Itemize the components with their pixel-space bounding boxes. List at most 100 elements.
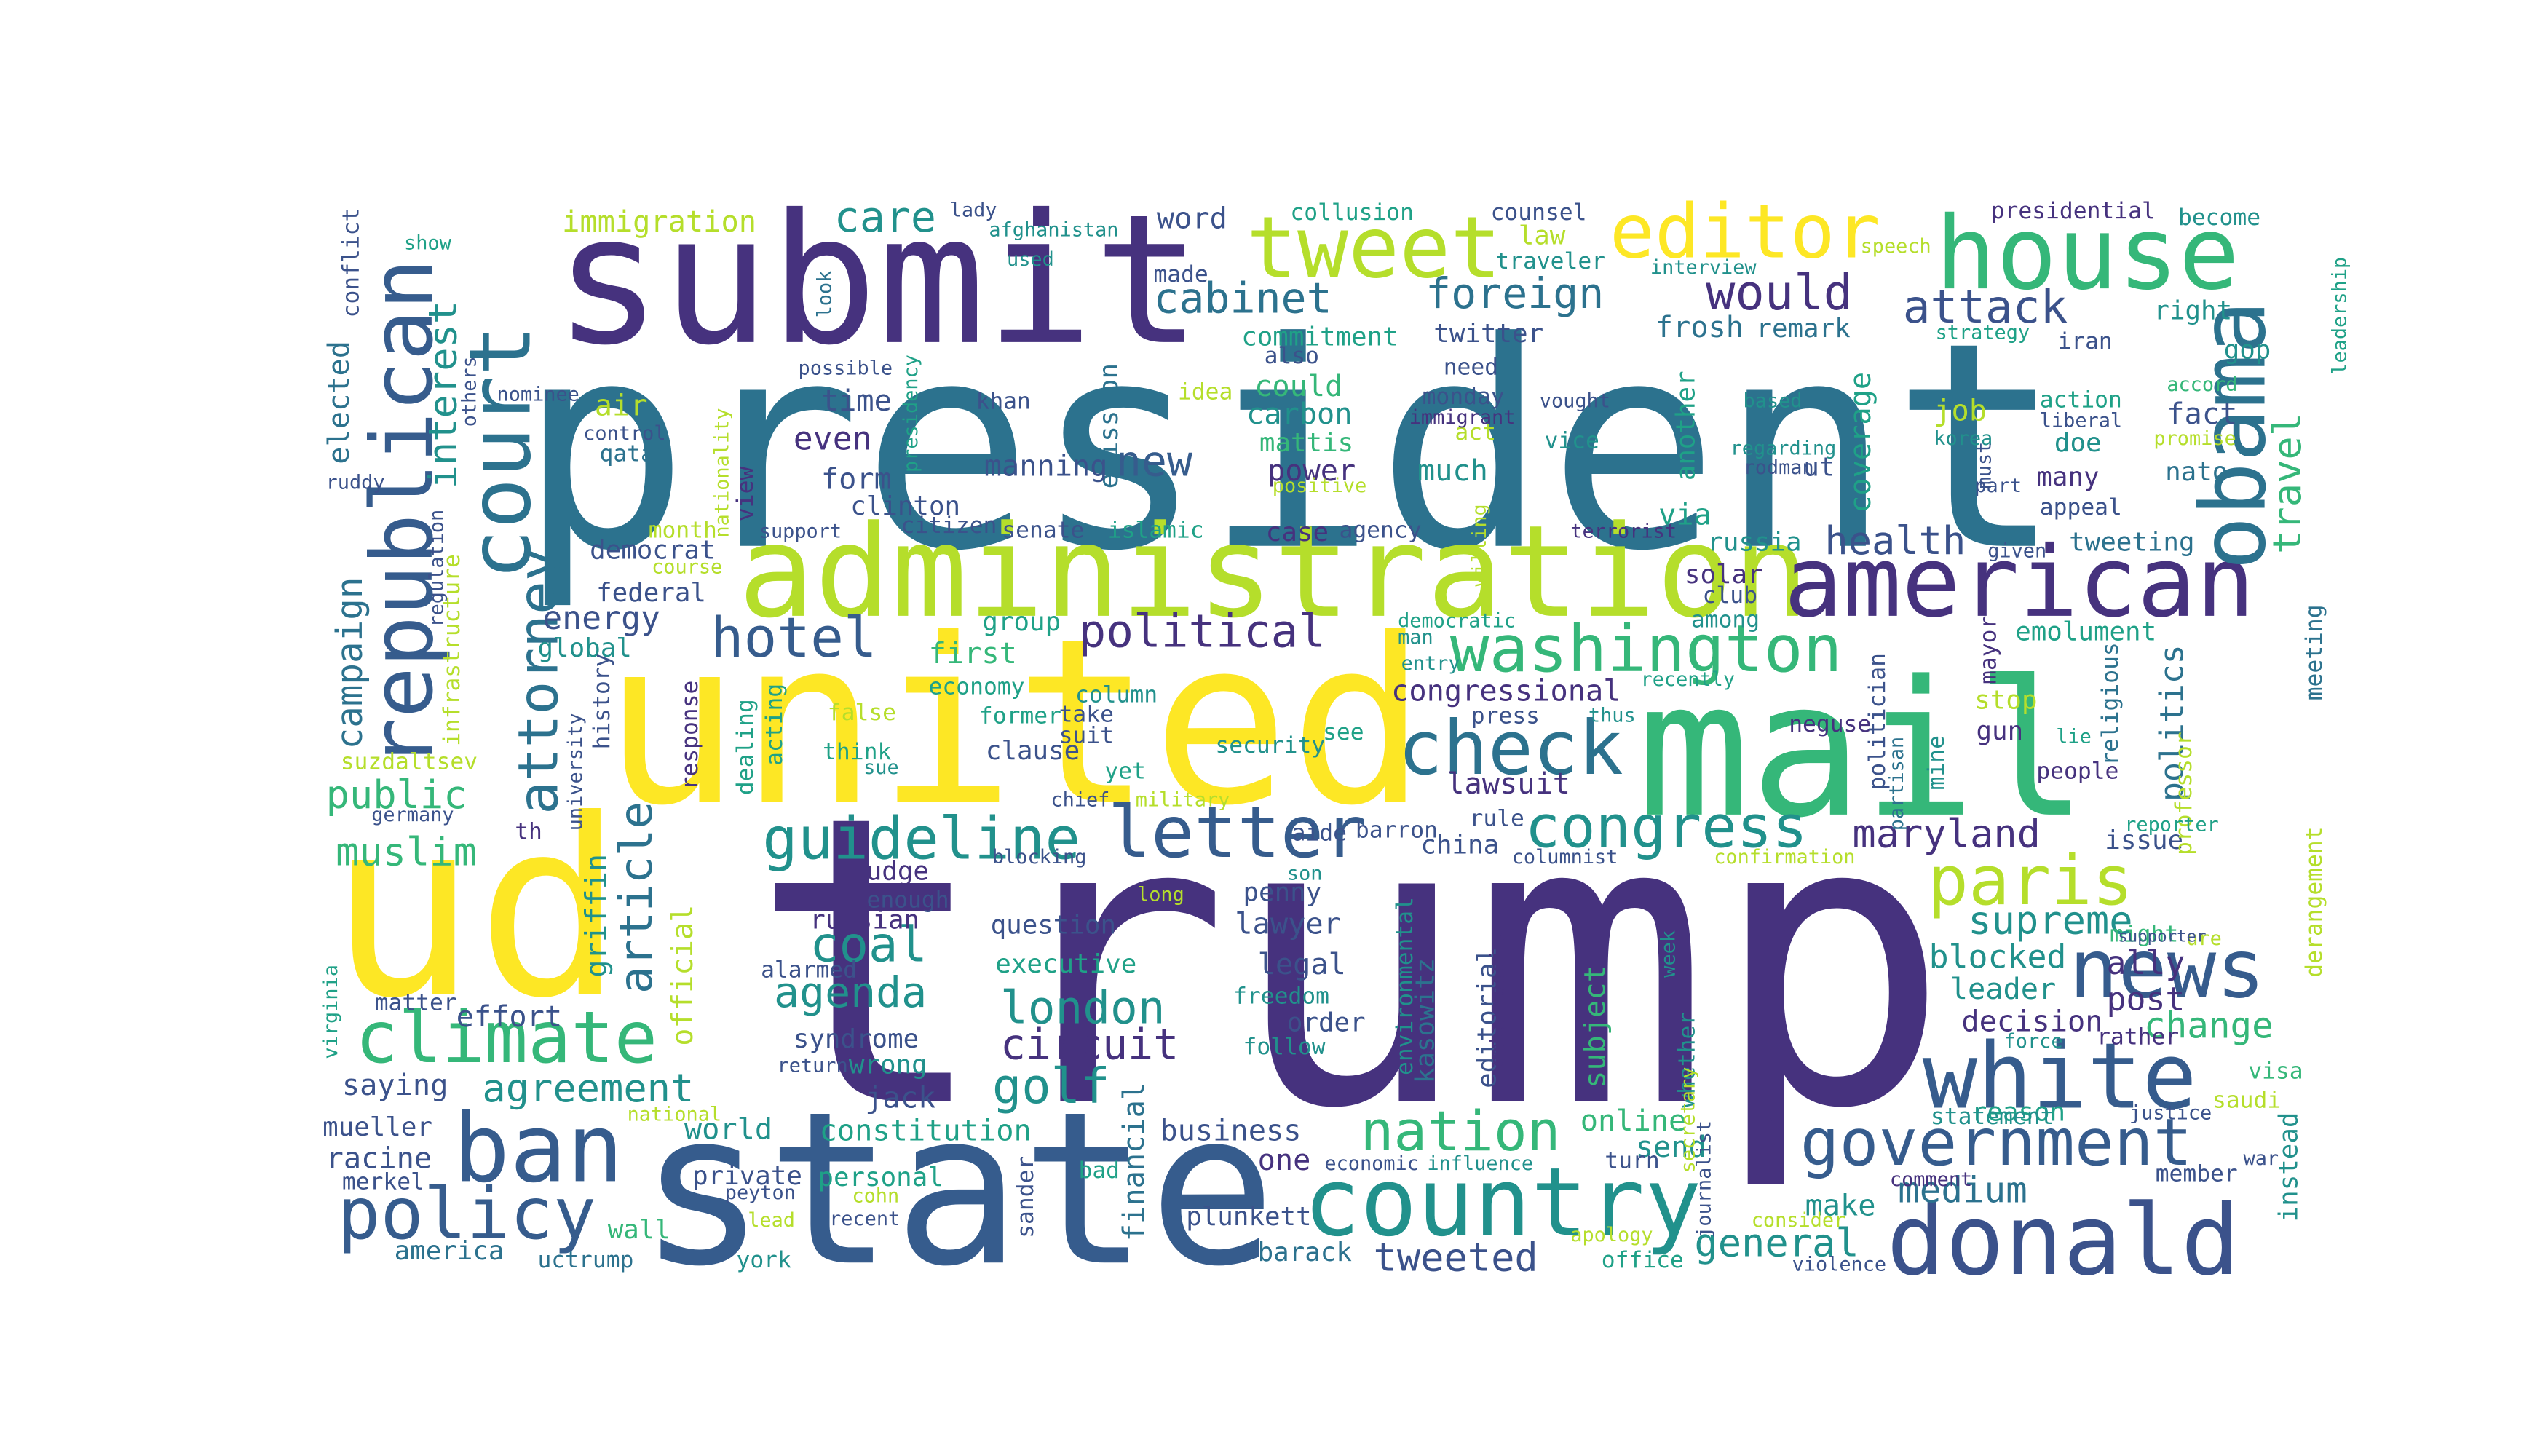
word-terrorist: terrorist (1570, 521, 1677, 543)
word-recently: recently (1641, 668, 1736, 691)
word-apology: apology (1570, 1224, 1653, 1246)
word-racine: racine (326, 1142, 432, 1176)
word-lie: lie (2056, 726, 2092, 748)
word-general: general (1694, 1219, 1859, 1265)
word-carbon: carbon (1246, 397, 1353, 431)
word-another: another (1671, 371, 1701, 480)
word-immigration: immigration (562, 205, 756, 239)
word-entry: entry (1401, 652, 1460, 675)
word-policy: policy (337, 1173, 596, 1256)
word-personal: personal (818, 1163, 943, 1192)
word-democratic: democratic (1398, 610, 1516, 633)
word-hotel: hotel (711, 605, 877, 670)
word-liberal: liberal (2040, 409, 2122, 432)
word-fight: fight (1752, 1112, 1779, 1181)
word-united: united (603, 590, 1427, 855)
word-emolument: emolument (2015, 617, 2156, 647)
word-embarrassing: embarrassing (1487, 926, 1509, 1067)
word-coverage: coverage (1843, 372, 1878, 513)
word-islamic: islamic (1108, 518, 1204, 544)
word-given: given (1987, 539, 2046, 562)
word-would: would (1706, 264, 1853, 321)
word-change: change (2144, 1005, 2274, 1047)
word-immigrant: immigrant (1409, 406, 1516, 429)
word-wall: wall (608, 1215, 670, 1245)
word-ure: ure (2186, 927, 2222, 950)
word-power: power (1267, 454, 1356, 488)
word-member: member (2156, 1160, 2238, 1187)
word-private: private (692, 1161, 802, 1191)
word-congress: congress (1525, 794, 1808, 862)
word-cohn: cohn (852, 1185, 899, 1208)
word-turn: turn (1605, 1148, 1659, 1174)
word-ally: ally (2107, 943, 2185, 982)
word-country: country (1303, 1147, 1701, 1257)
word-check: check (1398, 705, 1623, 792)
word-become: become (2178, 205, 2260, 231)
word-lawsuit: lawsuit (1447, 767, 1570, 801)
word-cabinet: cabinet (1153, 274, 1332, 323)
word-rodman: rodman (1744, 456, 1814, 479)
word-ban: ban (453, 1093, 623, 1203)
word-saying: saying (342, 1068, 448, 1102)
word-idea: idea (1178, 379, 1233, 405)
word-monday: monday (1423, 384, 1505, 410)
word-university: university (564, 713, 587, 831)
word-right: right (2153, 296, 2232, 326)
word-aide: aide (1292, 820, 1347, 847)
word-korea: korea (1934, 427, 1993, 450)
word-alarmed: alarmed (761, 957, 857, 984)
word-jack: jack (865, 1081, 935, 1115)
word-interview: interview (1650, 256, 1757, 279)
word-stop: stop (1974, 686, 2037, 716)
word-germany: germany (371, 804, 454, 826)
word-ud: ud (329, 767, 623, 1052)
word-muslim: muslim (336, 828, 477, 874)
word-washington: washington (1450, 612, 1843, 687)
word-lead: lead (748, 1209, 795, 1232)
word-nationality: nationality (711, 408, 733, 537)
word-neguse: neguse (1789, 711, 1871, 737)
word-vice: vice (1545, 427, 1599, 454)
word-campaign: campaign (328, 577, 371, 749)
word-regarding: regarding (1730, 437, 1837, 459)
word-gop: gop (2224, 335, 2271, 365)
word-comment: comment (1890, 1168, 1972, 1191)
word-political: political (1079, 604, 1326, 657)
word-nato: nato (2165, 457, 2228, 487)
word-care: care (834, 192, 936, 242)
word-job: job (1934, 393, 1987, 427)
word-administration: administration (738, 499, 1810, 646)
word-federal: federal (596, 578, 706, 608)
word-freedom: freedom (1233, 984, 1329, 1010)
word-consider: consider (1752, 1209, 1846, 1232)
word-used: used (1007, 248, 1054, 271)
word-coal: coal (810, 916, 927, 973)
word-supporter: supporter (2118, 927, 2206, 946)
word-global: global (538, 633, 632, 663)
word-executive: executive (995, 949, 1136, 979)
word-statement: statement (1931, 1104, 2054, 1130)
word-news: news (2069, 922, 2265, 1017)
word-religious: religious (2097, 642, 2124, 766)
word-economic: economic (1324, 1152, 1419, 1175)
word-manning: manning (984, 449, 1108, 483)
word-presidency: presidency (900, 355, 922, 472)
word-part: part (1974, 475, 2022, 497)
word-saudi: saudi (2212, 1088, 2281, 1114)
word-wrong: wrong (849, 1051, 927, 1080)
word-online: online (1580, 1104, 1687, 1138)
word-secretary: secretary (1677, 1067, 1699, 1174)
word-military: military (1136, 789, 1230, 812)
word-citizen: citizen (901, 513, 997, 539)
word-club: club (1703, 582, 1757, 609)
word-long: long (1137, 884, 1184, 906)
word-take: take (1059, 701, 1114, 727)
word-fact: fact (2167, 397, 2237, 431)
word-economy: economy (929, 673, 1025, 700)
word-reporter: reporter (2124, 813, 2219, 836)
word-column: column (1075, 682, 1158, 708)
word-virginia: virginia (320, 965, 342, 1059)
word-action: action (2040, 387, 2122, 414)
